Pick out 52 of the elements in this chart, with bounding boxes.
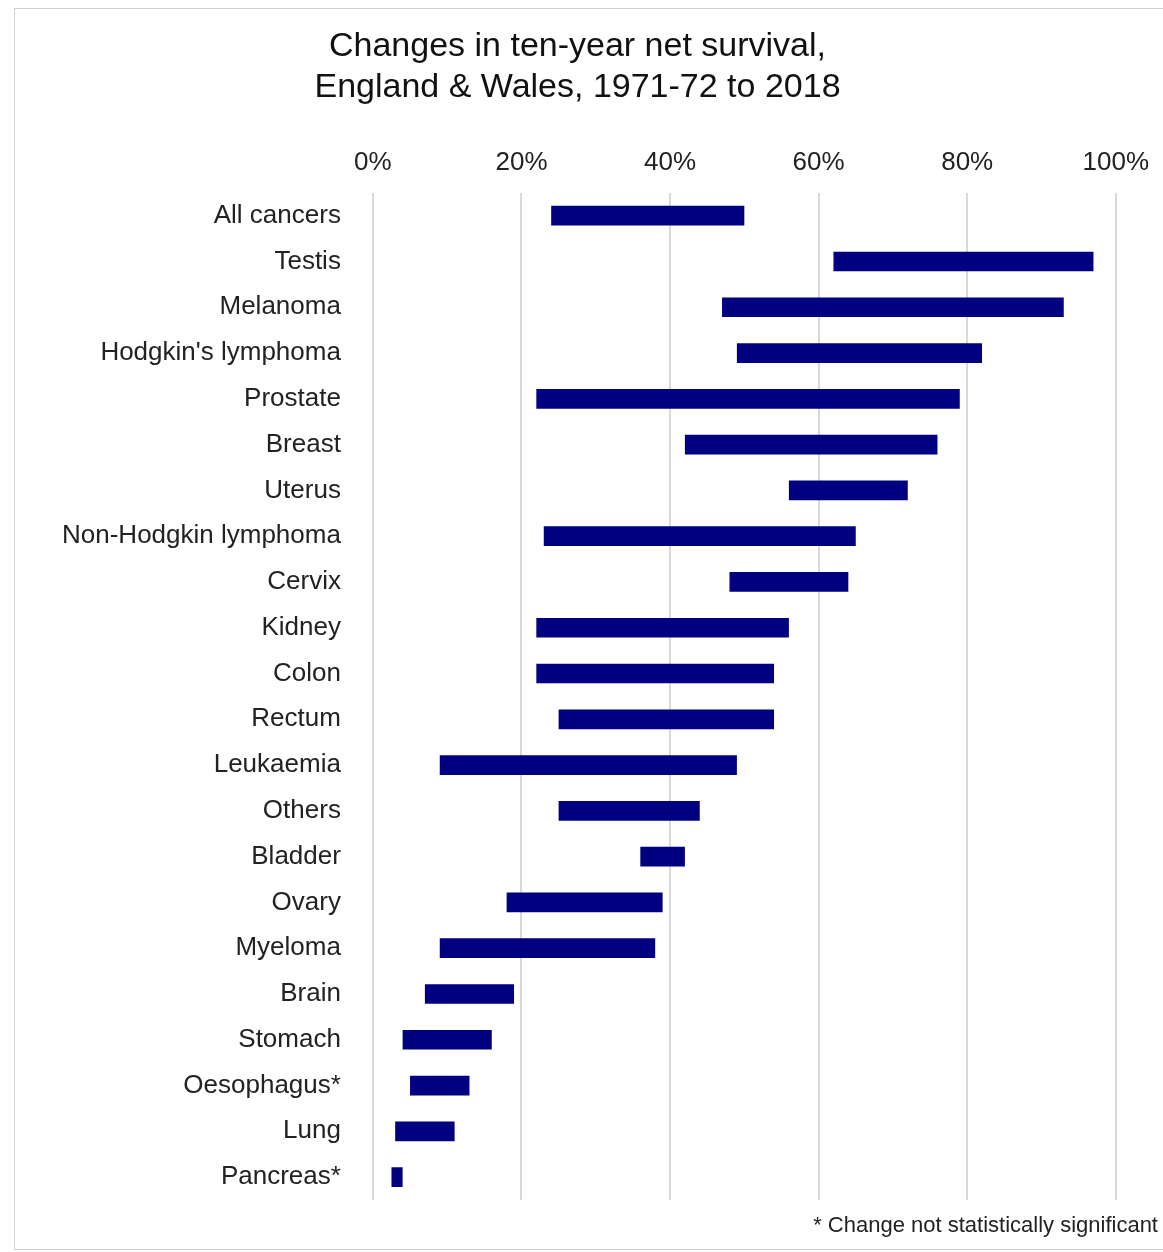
y-tick-label: Non-Hodgkin lymphoma <box>62 519 342 550</box>
bar <box>558 801 700 821</box>
bar <box>558 709 775 730</box>
y-tick-label: Ovary <box>271 885 341 916</box>
bar <box>729 572 849 592</box>
y-tick-label: Cervix <box>267 565 341 596</box>
bar <box>736 343 983 363</box>
x-tick-label: 60% <box>792 146 845 177</box>
y-tick-label: Brain <box>280 977 341 1008</box>
bar <box>410 1075 470 1096</box>
y-tick-label: Colon <box>272 656 341 687</box>
x-tick-label: 0% <box>354 146 392 177</box>
y-tick-label: Oesophagus* <box>183 1068 341 1099</box>
chart-title: Changes in ten-year net survival, England & Wales, 1971-72 to 2018 <box>314 24 841 104</box>
y-tick-label: Stomach <box>238 1022 341 1053</box>
x-tick-label: 80% <box>941 146 994 177</box>
y-tick-label: Leukaemia <box>213 748 342 779</box>
y-tick-label: Myeloma <box>235 931 342 962</box>
y-tick-label: Rectum <box>251 702 341 733</box>
bar <box>640 846 685 867</box>
bar <box>439 755 737 775</box>
bar <box>506 892 663 913</box>
bar <box>536 388 960 409</box>
bar <box>788 480 908 501</box>
bar <box>684 434 938 455</box>
bar <box>833 251 1094 272</box>
bar <box>536 663 775 684</box>
x-tick-label: 100% <box>1082 146 1149 177</box>
bar <box>391 1167 403 1187</box>
bar <box>722 297 1064 318</box>
bar <box>543 526 856 547</box>
bar <box>402 1029 492 1050</box>
y-tick-label: Bladder <box>251 839 342 870</box>
y-tick-label: Hodgkin's lymphoma <box>100 336 342 367</box>
y-tick-label: Uterus <box>264 473 341 504</box>
y-tick-label: Pancreas* <box>220 1160 341 1191</box>
bar <box>551 205 745 226</box>
bar <box>439 938 656 959</box>
x-tick-label: 20% <box>495 146 548 177</box>
bar <box>424 984 515 1004</box>
x-tick-label: 40% <box>644 146 697 177</box>
text: * Change not statistically significant <box>813 1212 1158 1238</box>
bar <box>536 617 789 638</box>
y-tick-label: All cancers <box>213 198 341 229</box>
y-tick-label: Melanoma <box>219 290 342 321</box>
y-tick-label: Others <box>262 794 341 825</box>
y-tick-label: Lung <box>283 1114 341 1145</box>
bar <box>395 1121 455 1142</box>
y-tick-label: Kidney <box>261 610 341 641</box>
y-tick-label: Breast <box>265 427 342 458</box>
y-tick-label: Prostate <box>244 381 341 412</box>
y-tick-label: Testis <box>274 244 341 275</box>
